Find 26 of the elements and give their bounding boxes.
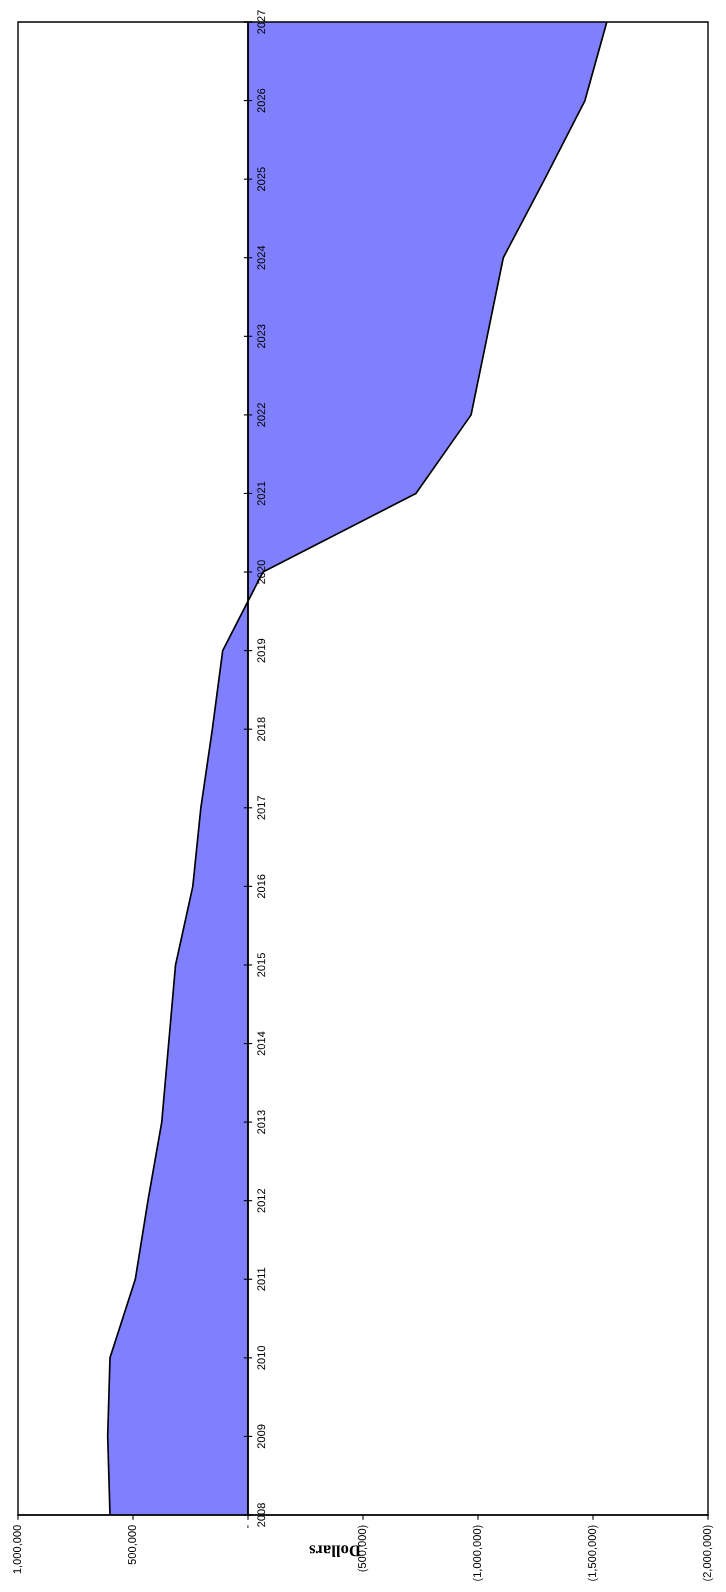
x-tick-label: (1,000,000) — [472, 1525, 484, 1581]
y-tick-label: 2008 — [257, 1503, 266, 1527]
y-tick-label: 2021 — [257, 481, 266, 506]
y-tick-label: 2022 — [257, 403, 266, 427]
x-tick-label: 500,000 — [128, 1525, 138, 1565]
y-tick-label: 2027 — [257, 10, 266, 34]
y-tick-label: 2018 — [257, 717, 266, 742]
y-tick-label: 2009 — [257, 1424, 266, 1449]
y-tick-label: 2024 — [257, 245, 266, 270]
y-tick-label: 2019 — [257, 638, 266, 663]
x-tick-label: 1,000,000 — [13, 1525, 23, 1574]
y-tick-label: 2012 — [257, 1188, 266, 1213]
x-tick-label: - — [247, 1525, 249, 1528]
y-tick-label: 2020 — [257, 560, 266, 584]
x-tick-label: (2,000,000) — [702, 1525, 714, 1581]
y-tick-label: 2016 — [257, 874, 266, 899]
y-tick-label: 2014 — [257, 1031, 266, 1056]
y-tick-label: 2010 — [257, 1345, 266, 1370]
y-tick-label: 2025 — [257, 167, 266, 191]
y-tick-label: 2015 — [257, 953, 266, 977]
y-tick-label: 2017 — [257, 795, 266, 820]
x-tick-label: (1,500,000) — [587, 1525, 599, 1581]
y-tick-label: 2023 — [257, 324, 266, 349]
y-tick-label: 2013 — [257, 1110, 266, 1134]
y-tick-label: 2026 — [257, 88, 266, 113]
y-tick-label: 2011 — [257, 1267, 266, 1291]
